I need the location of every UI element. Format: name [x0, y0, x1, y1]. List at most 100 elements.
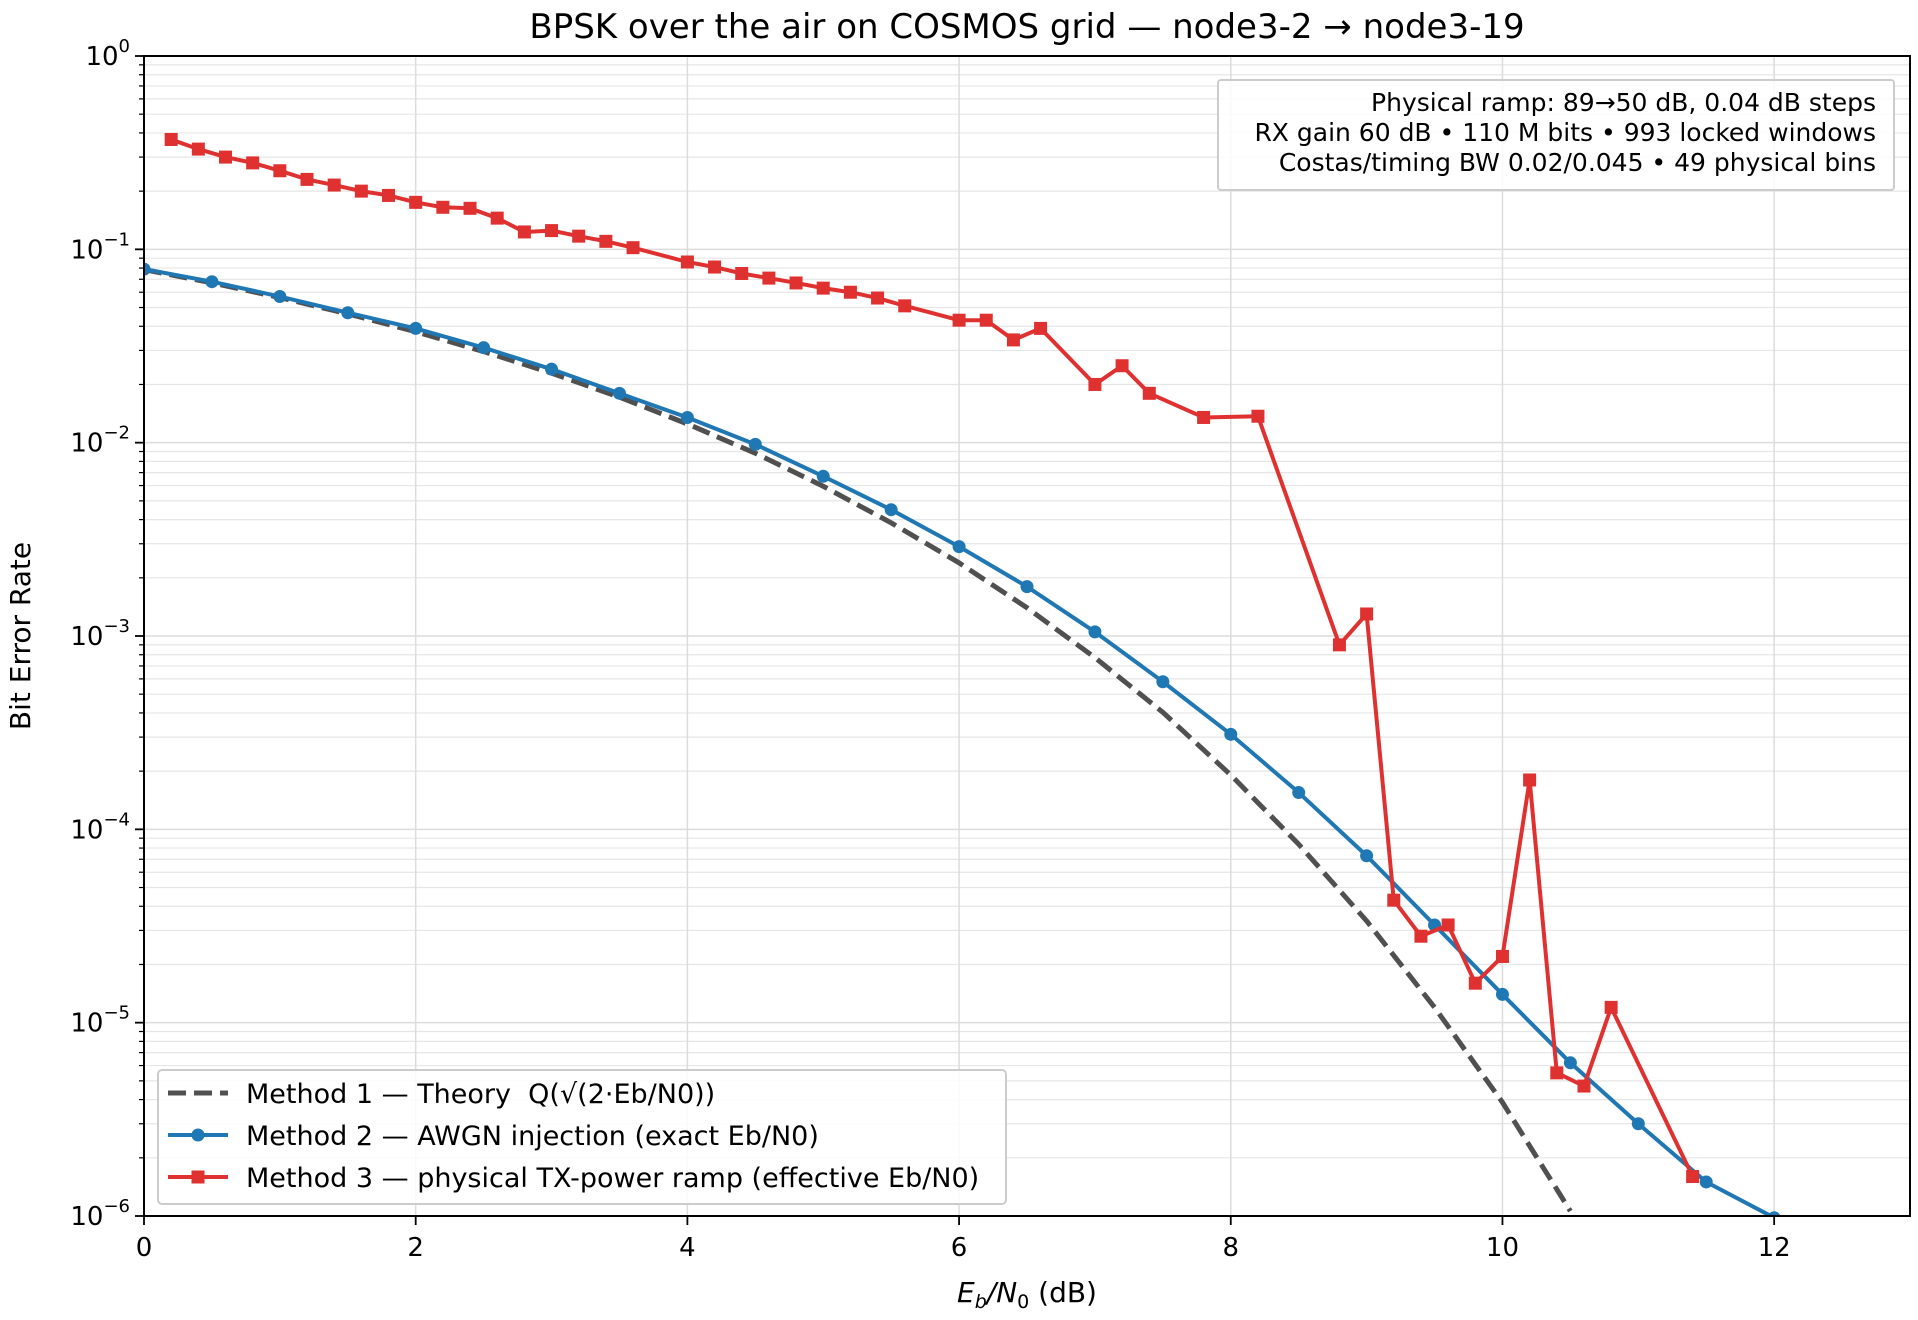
series-3-point — [490, 211, 504, 225]
annotation-box: Physical ramp: 89→50 dB, 0.04 dB steps R… — [1217, 79, 1895, 191]
series-3-point — [463, 201, 477, 215]
series-2-point — [144, 262, 151, 276]
series-3-point — [599, 234, 613, 248]
x-tick-label: 4 — [679, 1233, 696, 1263]
series-3-point — [1577, 1079, 1591, 1093]
annotation-line-2: RX gain 60 dB • 110 M bits • 993 locked … — [1254, 118, 1876, 147]
y-tick-base: 10 — [70, 429, 103, 459]
series-3-point — [273, 164, 287, 178]
annotation-line-3: Costas/timing BW 0.02/0.045 • 49 physica… — [1279, 148, 1876, 177]
series-3-point — [517, 225, 531, 239]
series-2-point — [1020, 580, 1034, 594]
legend-marker-method-3 — [191, 1170, 205, 1184]
series-3-point — [680, 255, 694, 269]
series-3-point — [191, 142, 205, 156]
y-axis-label: Bit Error Rate — [4, 542, 37, 730]
y-tick-exponent: 0 — [119, 36, 130, 57]
x-axis-label-mid: /N — [984, 1276, 1017, 1309]
y-tick-label: 10−3 — [70, 616, 130, 652]
series-2-point — [341, 306, 355, 320]
x-tick-label: 2 — [407, 1233, 424, 1263]
series-3-point — [1387, 893, 1401, 907]
series-3-point — [1197, 410, 1211, 424]
series-3-point — [1034, 321, 1048, 335]
series-3-point — [979, 313, 993, 327]
series-3-point — [382, 188, 396, 202]
y-tick-exponent: −1 — [103, 229, 130, 250]
legend-label-method-3: Method 3 — physical TX-power ramp (effec… — [246, 1163, 979, 1194]
y-tick-base: 10 — [70, 622, 103, 652]
series-3-point — [1550, 1066, 1564, 1080]
series-3-point — [952, 313, 966, 327]
y-tick-exponent: −5 — [103, 1003, 130, 1024]
y-tick-label: 100 — [85, 36, 130, 72]
y-tick-base: 10 — [85, 42, 118, 72]
x-axis-label-sub1: b — [975, 1291, 987, 1313]
x-axis-label: Eb/N0 (dB) — [957, 1276, 1097, 1313]
series-3-point — [1115, 359, 1129, 373]
y-tick-exponent: −6 — [103, 1196, 130, 1217]
series-2-point — [1088, 625, 1102, 639]
series-3-point — [1142, 386, 1156, 400]
series-3-point — [1523, 773, 1537, 787]
series-2-point — [1563, 1056, 1577, 1070]
series-3-point — [789, 276, 803, 290]
series-3-point — [708, 260, 722, 274]
series-2-point — [816, 469, 830, 483]
series-2-point — [1631, 1117, 1645, 1131]
y-tick-base: 10 — [70, 815, 103, 845]
legend-entry-method-1: Method 1 — Theory Q(√(2·Eb/N0)) — [168, 1079, 715, 1110]
series-3-point — [762, 271, 776, 285]
legend-entry-method-2: Method 2 — AWGN injection (exact Eb/N0) — [168, 1121, 819, 1152]
y-tick-label: 10−4 — [70, 809, 130, 845]
x-axis-label-tail: (dB) — [1029, 1276, 1097, 1309]
series-3-point — [327, 178, 341, 192]
y-tick-label: 10−1 — [70, 229, 130, 265]
series-2-point — [409, 321, 423, 335]
legend-label-method-1: Method 1 — Theory Q(√(2·Eb/N0)) — [246, 1079, 715, 1110]
series-3-point — [436, 200, 450, 214]
y-tick-exponent: −2 — [103, 423, 130, 444]
y-tick-exponent: −3 — [103, 616, 130, 637]
series-3-point — [1414, 929, 1428, 943]
series-2-point — [205, 275, 219, 289]
annotation-frame — [1217, 79, 1895, 191]
y-tick-exponent: −4 — [103, 809, 130, 830]
series-2-point — [273, 290, 287, 304]
series-3-point — [1686, 1170, 1700, 1184]
x-axis-label-sub2: 0 — [1017, 1291, 1029, 1313]
y-tick-base: 10 — [70, 1202, 103, 1232]
series-3-point — [1006, 333, 1020, 347]
legend: Method 1 — Theory Q(√(2·Eb/N0)) Method 2… — [157, 1069, 1007, 1205]
y-tick-label: 10−5 — [70, 1003, 130, 1039]
series-3-point — [572, 229, 586, 243]
y-tick-base: 10 — [70, 1009, 103, 1039]
series-2-point — [1495, 987, 1509, 1001]
annotation-line-1: Physical ramp: 89→50 dB, 0.04 dB steps — [1371, 88, 1876, 117]
y-tick-label: 10−2 — [70, 423, 130, 459]
series-3-point — [1495, 949, 1509, 963]
y-tick-label: 10−6 — [70, 1196, 130, 1232]
series-2-point — [1224, 727, 1238, 741]
series-3-point — [1251, 409, 1265, 423]
x-tick-label: 12 — [1758, 1233, 1791, 1263]
x-tick-label: 6 — [951, 1233, 968, 1263]
legend-frame — [157, 1069, 1007, 1205]
series-3-point — [300, 172, 314, 186]
series-3-point — [1360, 607, 1374, 621]
series-2-point — [477, 341, 491, 355]
chart-title: BPSK over the air on COSMOS grid — node3… — [529, 7, 1524, 47]
series-2-point — [545, 362, 559, 376]
series-2-point — [748, 437, 762, 451]
series-3-point — [246, 156, 260, 170]
series-3-point — [1604, 1000, 1618, 1014]
series-2-point — [612, 386, 626, 400]
series-3-point — [409, 195, 423, 209]
legend-entry-method-3: Method 3 — physical TX-power ramp (effec… — [168, 1163, 979, 1194]
series-3-point — [545, 224, 559, 238]
series-3-point — [354, 184, 368, 198]
series-2-point — [1292, 786, 1306, 800]
series-2-point — [884, 503, 898, 517]
